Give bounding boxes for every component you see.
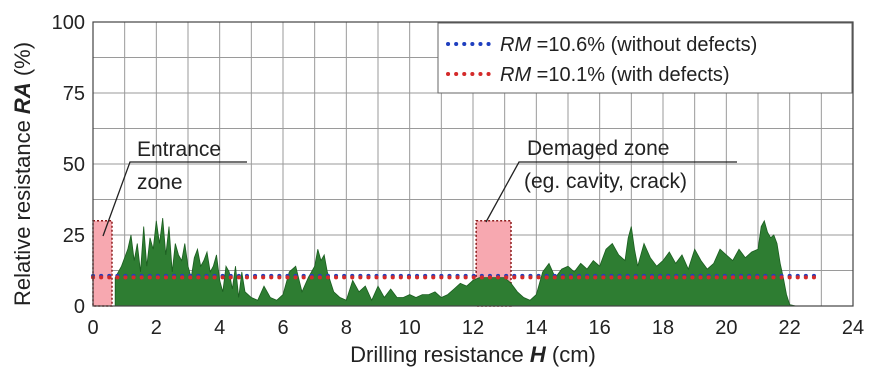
x-tick-label: 10 bbox=[399, 317, 421, 339]
x-axis-title: Drilling resistance H (cm) bbox=[350, 342, 596, 367]
y-tick-label: 25 bbox=[63, 225, 85, 247]
legend: RM =10.6% (without defects) RM =10.1% (w… bbox=[437, 22, 853, 94]
reference-lines bbox=[91, 273, 817, 280]
x-tick-label: 24 bbox=[842, 317, 864, 339]
x-tick-label: 4 bbox=[214, 317, 225, 339]
plot-frame bbox=[92, 21, 854, 307]
x-axis-title-prefix: Drilling resistance bbox=[350, 342, 530, 367]
legend-label-rm-2: RM bbox=[500, 64, 531, 86]
legend-entry-with-defects: RM =10.1% (with defects) bbox=[500, 64, 730, 86]
x-axis-title-unit: (cm) bbox=[546, 342, 596, 367]
y-tick-label: 50 bbox=[63, 154, 85, 176]
y-axis-title: Relative resistance RA (%) bbox=[10, 42, 35, 306]
damaged-annotation-line-1: Demaged zone bbox=[527, 137, 669, 160]
y-tick-label: 75 bbox=[63, 83, 85, 105]
x-tick-label: 8 bbox=[341, 317, 352, 339]
y-axis-title-var: RA bbox=[10, 82, 35, 114]
x-tick-label: 2 bbox=[151, 317, 162, 339]
legend-box bbox=[437, 22, 853, 94]
entrance-leader-line bbox=[102, 161, 247, 237]
legend-entry-without-defects: RM =10.6% (without defects) bbox=[500, 34, 757, 56]
entrance-annotation-line-2: zone bbox=[137, 171, 183, 194]
x-tick-label: 22 bbox=[779, 317, 801, 339]
x-tick-label: 14 bbox=[525, 317, 547, 339]
legend-value-with-defects: =10.1% (with defects) bbox=[531, 64, 729, 86]
y-axis-title-unit: (%) bbox=[10, 42, 35, 82]
highlight-zone-0 bbox=[92, 220, 113, 307]
y-axis-title-prefix: Relative resistance bbox=[10, 114, 35, 306]
damaged-leader-line bbox=[485, 161, 737, 223]
x-tick-label: 16 bbox=[589, 317, 611, 339]
y-tick-label: 100 bbox=[52, 12, 85, 34]
entrance-annotation-line-1: Entrance bbox=[137, 138, 221, 161]
legend-label-rm-1: RM bbox=[500, 34, 531, 56]
x-tick-label: 0 bbox=[87, 317, 98, 339]
x-tick-label: 20 bbox=[715, 317, 737, 339]
x-axis-title-var: H bbox=[530, 342, 547, 367]
x-tick-label: 12 bbox=[462, 317, 484, 339]
x-tick-label: 18 bbox=[652, 317, 674, 339]
annotation-entrance-zone: Entrance zone bbox=[102, 138, 247, 237]
damaged-annotation-line-2: (eg. cavity, crack) bbox=[524, 170, 687, 193]
y-tick-label: 0 bbox=[74, 296, 85, 318]
x-tick-label: 6 bbox=[277, 317, 288, 339]
legend-value-without-defects: =10.6% (without defects) bbox=[531, 34, 757, 56]
annotation-damaged-zone: Demaged zone (eg. cavity, crack) bbox=[485, 137, 737, 223]
